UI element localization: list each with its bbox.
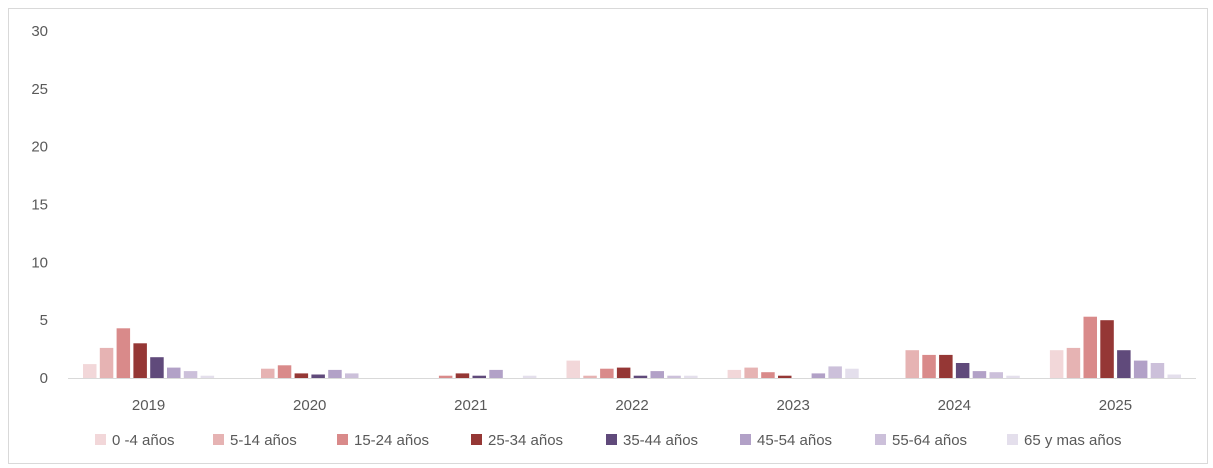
bar — [583, 375, 597, 378]
legend-label: 65 y mas años — [1024, 432, 1122, 449]
legend-swatch — [213, 434, 224, 445]
y-tick-label: 25 — [31, 81, 48, 98]
bar — [761, 372, 775, 378]
bars — [83, 316, 1181, 378]
legend-label: 0 -4 años — [112, 432, 175, 449]
legend-swatch — [337, 434, 348, 445]
bar — [167, 367, 181, 378]
bar — [600, 368, 614, 378]
x-tick-label: 2019 — [132, 397, 165, 414]
bar — [566, 360, 580, 378]
legend-label: 25-34 años — [488, 432, 563, 449]
bar — [922, 354, 936, 378]
chart-frame — [8, 8, 1208, 464]
bar — [1167, 374, 1181, 378]
bar — [311, 374, 325, 378]
x-tick-label: 2022 — [615, 397, 648, 414]
bar — [328, 369, 342, 378]
bar — [294, 373, 309, 378]
bar — [633, 375, 648, 378]
bar — [345, 373, 359, 378]
bar — [200, 375, 215, 378]
legend-swatch — [740, 434, 751, 445]
bar — [1117, 350, 1131, 378]
legend-swatch — [471, 434, 482, 445]
bar — [150, 357, 164, 378]
legend-label: 45-54 años — [757, 432, 832, 449]
bar — [650, 371, 664, 378]
bar — [99, 347, 114, 378]
bar — [183, 371, 198, 378]
y-tick-label: 15 — [31, 197, 48, 214]
legend: 0 -4 años 5-14 años 15-24 años 25-34 años 35… — [95, 432, 1122, 449]
x-axis: 2019 2020 2021 2022 2023 2024 2025 — [132, 397, 1132, 414]
bar — [438, 375, 453, 378]
y-tick-label: 20 — [31, 139, 48, 156]
bar — [489, 369, 503, 378]
bar — [261, 368, 275, 378]
bar — [472, 375, 486, 378]
bar — [727, 369, 742, 378]
legend-swatch — [875, 434, 886, 445]
bar — [455, 373, 470, 378]
bar — [667, 375, 681, 378]
bar — [989, 372, 1003, 378]
bar — [1100, 320, 1114, 378]
bar — [1133, 360, 1148, 378]
bar — [116, 328, 131, 378]
bar — [955, 363, 970, 378]
bar — [744, 367, 758, 378]
bar — [684, 375, 698, 378]
bar — [1066, 347, 1081, 378]
x-tick-label: 2024 — [938, 397, 971, 414]
bar — [778, 375, 792, 378]
legend-label: 15-24 años — [354, 432, 429, 449]
bar — [828, 366, 842, 378]
bar — [939, 354, 953, 378]
x-tick-label: 2023 — [776, 397, 809, 414]
legend-swatch — [1007, 434, 1018, 445]
bar — [1150, 363, 1165, 378]
bar — [522, 375, 537, 378]
y-axis: 0 5 10 15 20 25 30 — [31, 23, 48, 387]
bar — [905, 350, 919, 378]
bar — [83, 364, 97, 378]
y-tick-label: 10 — [31, 254, 48, 271]
y-tick-label: 5 — [40, 312, 48, 329]
bar — [1083, 316, 1097, 378]
bar — [133, 343, 147, 378]
bar — [616, 367, 631, 378]
bar — [1006, 375, 1020, 378]
x-tick-label: 2020 — [293, 397, 326, 414]
y-tick-label: 30 — [31, 23, 48, 40]
bar — [845, 368, 859, 378]
legend-swatch — [95, 434, 106, 445]
legend-label: 35-44 años — [623, 432, 698, 449]
bar — [811, 373, 826, 378]
x-tick-label: 2025 — [1099, 397, 1132, 414]
y-tick-label: 0 — [40, 370, 48, 387]
bar — [972, 371, 987, 378]
legend-swatch — [606, 434, 617, 445]
bar — [1049, 350, 1064, 378]
legend-label: 5-14 años — [230, 432, 297, 449]
bar — [277, 365, 292, 378]
legend-label: 55-64 años — [892, 432, 967, 449]
x-tick-label: 2021 — [454, 397, 487, 414]
